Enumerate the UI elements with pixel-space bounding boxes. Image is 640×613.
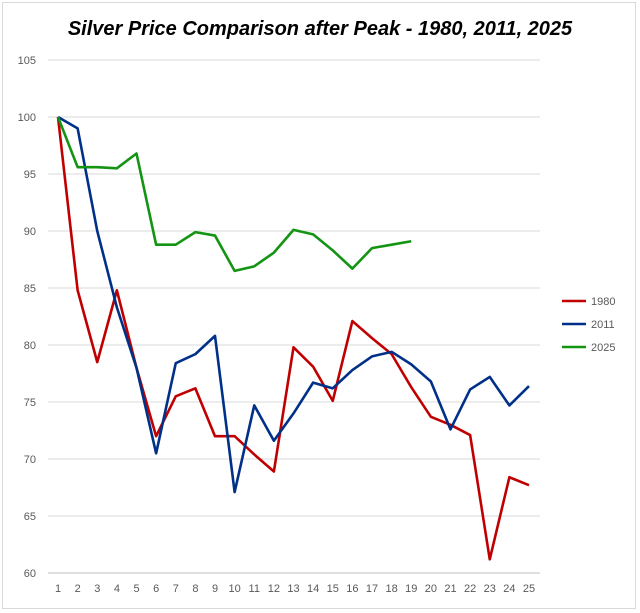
x-tick-label: 22 [464,583,476,595]
y-tick-label: 80 [24,340,36,352]
legend-label-2025: 2025 [591,342,615,354]
x-tick-label: 15 [327,583,339,595]
series-line-1980 [56,116,530,561]
x-tick-label: 3 [94,583,100,595]
legend-label-1980: 1980 [591,296,615,308]
x-tick-label: 13 [287,583,299,595]
x-tick-label: 9 [212,583,218,595]
x-tick-label: 4 [114,583,120,595]
y-tick-label: 100 [18,112,36,124]
x-tick-label: 5 [133,583,139,595]
x-tick-label: 19 [405,583,417,595]
x-tick-label: 23 [484,583,496,595]
x-tick-label: 11 [249,583,260,595]
y-tick-label: 85 [24,283,36,295]
x-tick-label: 8 [192,583,198,595]
x-tick-label: 6 [153,583,159,595]
series-line-2025 [56,116,412,273]
x-tick-label: 2 [75,583,81,595]
x-tick-label: 21 [444,583,456,595]
chart-title: Silver Price Comparison after Peak - 198… [67,18,573,40]
x-tick-label: 24 [503,583,515,595]
x-tick-label: 10 [229,583,241,595]
y-tick-label: 105 [18,55,36,67]
x-tick-label: 25 [523,583,535,595]
y-tick-label: 75 [24,397,36,409]
series-line-2011 [57,115,530,494]
x-tick-label: 18 [386,583,398,595]
x-tick-label: 14 [307,583,319,595]
legend-label-2011: 2011 [591,319,615,331]
y-tick-label: 70 [24,454,36,466]
x-tick-label: 17 [366,583,378,595]
y-tick-label: 95 [24,169,36,181]
y-tick-label: 90 [24,226,36,238]
x-tick-label: 12 [268,583,280,595]
y-tick-label: 60 [24,568,36,580]
x-tick-label: 16 [346,583,358,595]
x-tick-label: 7 [173,583,179,595]
x-tick-label: 20 [425,583,437,595]
x-tick-label: 1 [55,583,61,595]
y-tick-label: 65 [24,511,36,523]
